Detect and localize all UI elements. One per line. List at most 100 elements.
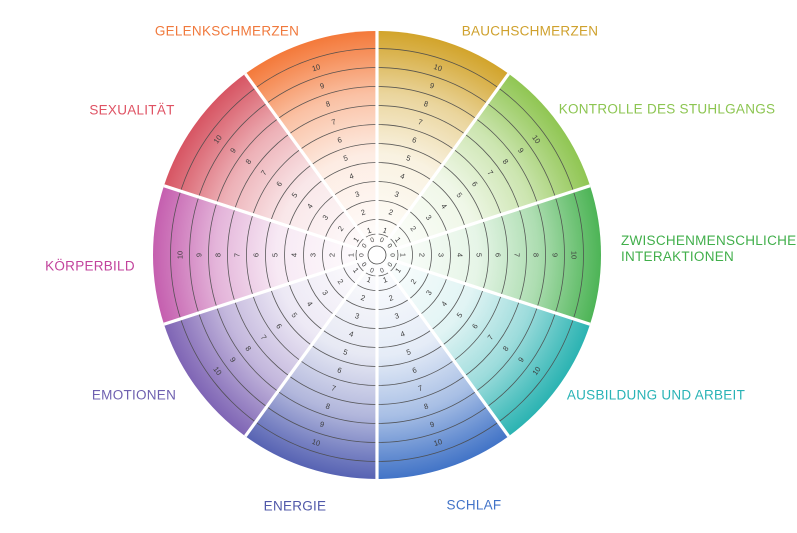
ring-value-label: 4: [399, 329, 406, 339]
ring-value-label: 1: [393, 235, 403, 244]
segment-divider-line: [163, 184, 370, 255]
ring-value-label: 10: [311, 437, 322, 448]
ring-value-label: 0: [379, 237, 385, 245]
ring-value-label: 3: [354, 311, 361, 321]
ring-value-label: 6: [493, 253, 502, 257]
ring-value-label: 4: [348, 329, 355, 339]
ring-value-label: 4: [305, 202, 315, 211]
ring-value-label: 5: [405, 347, 412, 357]
ring-value-label: 6: [274, 322, 284, 331]
ring-value-label: 9: [516, 146, 526, 155]
ring-value-label: 8: [243, 344, 253, 353]
ring-value-label: 6: [470, 322, 480, 331]
ring-value-label: 5: [455, 191, 465, 200]
segment-label-energie: ENERGIE: [263, 498, 327, 514]
segment-wedge-ausbildung-und-arbeit: [377, 255, 591, 437]
segment-label-ausbildung-und-arbeit: AUSBILDUNG UND ARBEIT: [566, 387, 746, 403]
ring-value-label: 1: [382, 275, 389, 285]
segment-divider-line: [244, 260, 374, 438]
ring-value-label: 1: [366, 225, 373, 235]
ring-value-label: 7: [259, 168, 269, 177]
ring-value-label: 4: [290, 253, 299, 257]
ring-value-label: 8: [214, 253, 223, 257]
ring-value-label: 7: [486, 333, 496, 342]
ring-value-label: 2: [408, 224, 418, 233]
ring-value-label: 1: [351, 235, 361, 244]
ring-value-label: 7: [233, 253, 242, 257]
ring-value-label: 7: [259, 333, 269, 342]
ring-value-label: 3: [354, 189, 361, 199]
ring-value-label: 1: [398, 253, 407, 257]
ring-value-label: 2: [417, 253, 426, 257]
segment-wedge-sexualitaet: [163, 73, 377, 256]
segment-divider-line: [384, 255, 591, 326]
ring-value-label: 7: [512, 253, 521, 257]
ring-value-label: 2: [336, 277, 346, 286]
ring-value-label: 8: [423, 99, 430, 109]
ring-value-label: 10: [176, 251, 185, 259]
ring-value-label: 0: [387, 261, 395, 268]
segment-label-emotionen: EMOTIONEN: [91, 387, 177, 403]
ring-value-label: 7: [417, 117, 424, 127]
ring-value-label: 8: [324, 401, 331, 411]
ring-value-label: 9: [195, 253, 204, 257]
ring-value-label: 5: [271, 253, 280, 257]
ring-value-label: 5: [405, 153, 412, 163]
ring-value-label: 2: [388, 293, 395, 303]
ring-value-label: 10: [433, 62, 444, 73]
ring-value-label: 9: [550, 253, 559, 257]
segment-label-bauchschmerzen: BAUCHSCHMERZEN: [461, 23, 599, 39]
ring-value-label: 5: [342, 153, 349, 163]
ring-value-label: 4: [439, 300, 449, 309]
ring-value-label: 0: [385, 243, 393, 250]
segment-label-zwischenmenschliche-interaktionen: ZWISCHENMENSCHLICHE INTERAKTIONEN: [621, 233, 797, 264]
ring-value-label: 2: [409, 277, 419, 286]
ring-value-label: 8: [325, 99, 332, 109]
ring-value-label: 4: [455, 253, 464, 257]
ring-value-label: 1: [366, 275, 373, 285]
segment-label-sexualitaet: SEXUALITÄT: [89, 102, 175, 118]
ring-value-label: 2: [336, 224, 346, 233]
ring-value-label: 2: [387, 207, 394, 217]
ring-value-label: 8: [244, 157, 254, 166]
segment-divider-line: [380, 72, 510, 250]
ring-value-label: 2: [360, 293, 367, 303]
segment-wedge-bauchschmerzen: [377, 31, 509, 255]
ring-value-label: 9: [516, 355, 526, 364]
segment-label-gelenkschmerzen: GELENKSCHMERZEN: [154, 23, 300, 39]
ring-value-label: 6: [336, 365, 343, 375]
ring-value-label: 0: [370, 237, 376, 245]
ring-value-label: 3: [393, 311, 400, 321]
ring-value-label: 7: [485, 168, 495, 177]
ring-value-label: 8: [501, 344, 511, 353]
segment-wedges: [152, 31, 601, 479]
ring-value-label: 8: [501, 157, 511, 166]
ring-value-label: 0: [360, 261, 368, 268]
segment-wedge-zwischenmenschliche-interaktionen: [377, 185, 601, 325]
ring-value-label: 4: [348, 171, 355, 181]
segment-divider-line: [384, 184, 591, 255]
ring-value-label: 5: [290, 311, 300, 320]
segment-divider-line: [244, 72, 374, 250]
ring-value-label: 9: [228, 355, 238, 364]
ring-value-label: 7: [330, 117, 337, 127]
segment-wedge-energie: [245, 255, 377, 479]
ring-value-label: 5: [474, 253, 483, 257]
ring-value-label: 3: [424, 288, 434, 297]
segment-label-koerperbild: KÖRPERBILD: [45, 258, 135, 274]
ring-value-label: 1: [393, 266, 403, 275]
ring-value-label: 8: [531, 253, 540, 257]
ring-value-label: 0: [361, 242, 369, 249]
ring-value-label: 9: [319, 81, 326, 91]
ring-value-label: 2: [328, 253, 337, 257]
ring-value-label: 6: [274, 180, 284, 189]
ring-value-label: 5: [290, 191, 300, 200]
segment-label-kontrolle-des-stuhlgangs: KONTROLLE DES STUHLGANGS: [558, 101, 776, 117]
ring-value-label: 4: [399, 171, 406, 181]
ring-value-label: 5: [342, 347, 349, 357]
ring-value-label: 0: [369, 267, 375, 275]
ring-value-label: 10: [433, 437, 444, 448]
ring-value-label: 10: [569, 251, 578, 259]
